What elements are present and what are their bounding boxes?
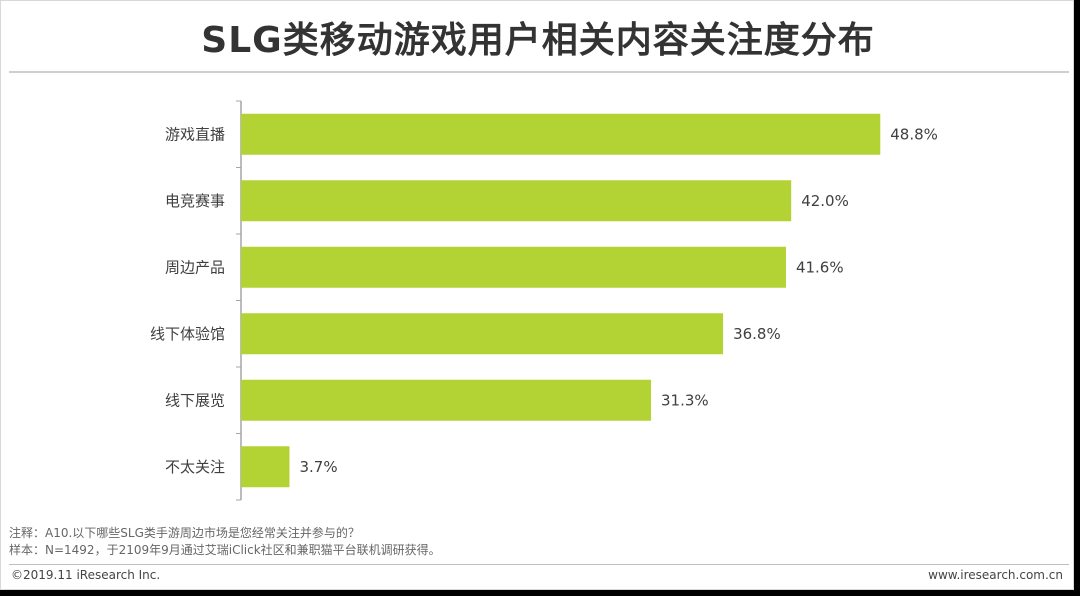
value-label-3: 36.8%	[733, 325, 781, 343]
category-label-2: 周边产品	[165, 258, 225, 276]
website-link[interactable]: www.iresearch.com.cn	[928, 568, 1063, 582]
value-label-4: 31.3%	[661, 391, 709, 409]
chart-title: SLG类移动游戏用户相关内容关注度分布	[201, 20, 875, 61]
bar-3	[241, 313, 724, 355]
category-label-1: 电竞赛事	[165, 192, 225, 210]
footer-divider	[9, 564, 1069, 565]
category-label-5: 不太关注	[165, 458, 225, 476]
bar-5	[241, 446, 290, 488]
note-sample: 样本：N=1492，于2109年9月通过艾瑞iClick社区和兼职猫平台联机调研…	[9, 543, 441, 557]
value-label-5: 3.7%	[299, 458, 337, 476]
category-label-0: 游戏直播	[165, 125, 225, 143]
bar-4	[241, 379, 652, 421]
title-divider	[9, 71, 1069, 73]
bar-1	[241, 180, 792, 222]
value-label-1: 42.0%	[801, 192, 849, 210]
chart-notes: 注释：A10.以下哪些SLG类手游周边市场是您经常关注并参与的？ 样本：N=14…	[9, 525, 909, 559]
value-label-0: 48.8%	[890, 125, 938, 143]
category-label-3: 线下体验馆	[150, 325, 225, 343]
bar-0	[241, 113, 881, 155]
copyright-text: ©2019.11 iResearch Inc.	[11, 568, 161, 582]
note-question: 注释：A10.以下哪些SLG类手游周边市场是您经常关注并参与的？	[9, 526, 360, 540]
bar-chart: 游戏直播 48.8% 电竞赛事 42.0% 周边产品 41.6% 线下体验馆 36.8% 线下展…	[150, 100, 938, 501]
value-label-2: 41.6%	[796, 258, 844, 276]
category-label-4: 线下展览	[165, 391, 225, 409]
bar-2	[241, 246, 786, 288]
